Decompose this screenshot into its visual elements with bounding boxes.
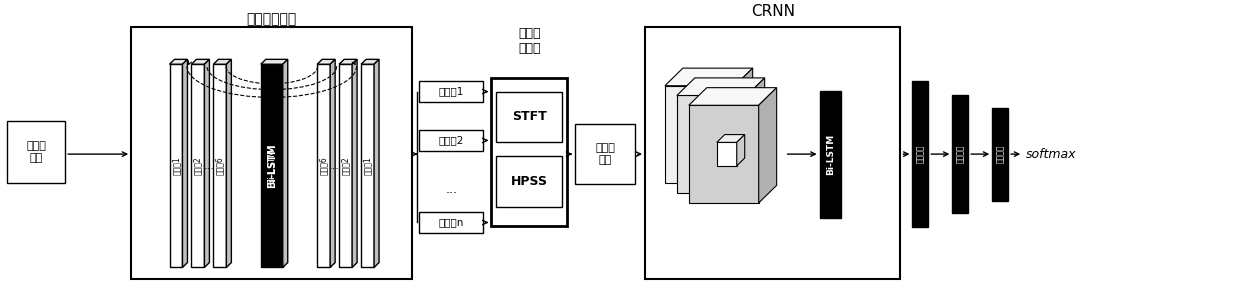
Polygon shape (734, 68, 753, 183)
Polygon shape (204, 59, 209, 268)
Text: 频谱图
矩阵: 频谱图 矩阵 (595, 143, 615, 165)
Text: 编码層1: 编码層1 (172, 157, 181, 175)
Polygon shape (170, 64, 182, 268)
Polygon shape (317, 64, 331, 268)
Polygon shape (192, 59, 209, 64)
Text: 声音源1: 声音源1 (438, 87, 464, 97)
Text: 待识别
乐曲: 待识别 乐曲 (26, 141, 46, 163)
Polygon shape (213, 59, 232, 64)
Polygon shape (717, 135, 745, 142)
Text: 解码層6: 解码層6 (319, 157, 328, 175)
Polygon shape (339, 64, 352, 268)
Polygon shape (665, 86, 734, 183)
Polygon shape (339, 59, 357, 64)
Bar (576, 124, 635, 185)
Text: CRNN: CRNN (750, 4, 795, 19)
Polygon shape (182, 59, 187, 268)
Text: STFT: STFT (511, 110, 546, 123)
Polygon shape (227, 59, 232, 268)
Text: 全连接层: 全连接层 (916, 145, 925, 163)
Polygon shape (331, 59, 335, 268)
Bar (992, 108, 1008, 201)
Bar (491, 78, 567, 226)
Text: 编码層6: 编码層6 (215, 157, 224, 175)
Polygon shape (688, 88, 776, 105)
Bar (420, 130, 483, 151)
Polygon shape (665, 68, 753, 86)
Text: ...: ... (329, 161, 340, 171)
Polygon shape (317, 59, 335, 64)
Text: Bi-LSTM: Bi-LSTM (266, 143, 277, 188)
Bar (7, 121, 66, 183)
Text: 多频谱
图生成: 多频谱 图生成 (517, 27, 541, 55)
Polygon shape (737, 135, 745, 166)
Bar (420, 212, 483, 233)
Polygon shape (261, 59, 287, 64)
Polygon shape (688, 105, 759, 203)
Polygon shape (374, 59, 379, 268)
Polygon shape (361, 64, 374, 268)
Polygon shape (677, 95, 747, 193)
Bar (820, 91, 842, 218)
Polygon shape (677, 78, 765, 95)
Polygon shape (170, 59, 187, 64)
Text: 解码層1: 解码層1 (363, 157, 373, 175)
Text: 全连接层: 全连接层 (956, 145, 964, 163)
Text: Bi-LSTM: Bi-LSTM (267, 148, 276, 184)
Bar (496, 92, 562, 142)
Text: ...: ... (446, 183, 457, 196)
Polygon shape (361, 59, 379, 64)
Text: 声音源n: 声音源n (438, 217, 464, 227)
Polygon shape (759, 88, 776, 203)
Polygon shape (192, 64, 204, 268)
Text: 解码層2: 解码層2 (342, 157, 350, 175)
Text: ...: ... (203, 161, 214, 171)
Bar (131, 27, 412, 279)
Polygon shape (261, 64, 282, 268)
Text: softmax: softmax (1026, 148, 1077, 161)
Polygon shape (352, 59, 357, 268)
Bar (420, 81, 483, 102)
Text: 音源分离网络: 音源分离网络 (246, 12, 297, 26)
Text: Bi-LSTM: Bi-LSTM (826, 133, 834, 175)
Polygon shape (747, 78, 765, 193)
Text: 全连接层: 全连接层 (995, 145, 1005, 163)
Bar (912, 81, 928, 227)
Polygon shape (213, 64, 227, 268)
Text: HPSS: HPSS (511, 175, 547, 188)
Bar (952, 95, 968, 213)
Bar (645, 27, 900, 279)
Text: 编码層2: 编码層2 (193, 157, 203, 175)
Text: 声音源2: 声音源2 (438, 136, 464, 145)
Polygon shape (717, 142, 737, 166)
Polygon shape (282, 59, 287, 268)
Bar (496, 156, 562, 207)
